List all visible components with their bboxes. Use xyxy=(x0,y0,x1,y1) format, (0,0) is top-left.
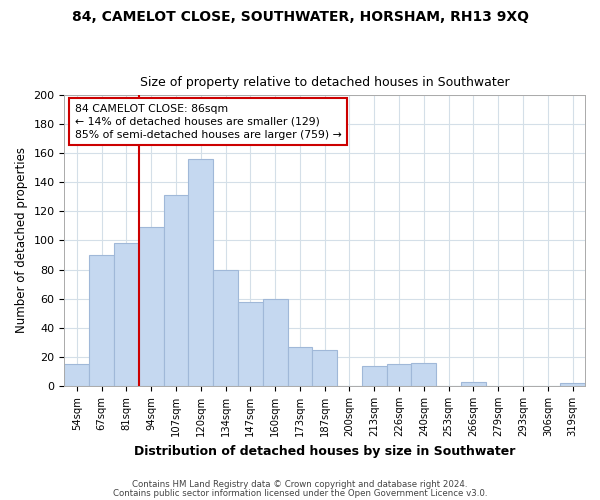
Bar xyxy=(362,366,386,386)
Bar xyxy=(287,347,313,386)
Y-axis label: Number of detached properties: Number of detached properties xyxy=(15,148,28,334)
Bar xyxy=(412,363,436,386)
Bar xyxy=(560,383,585,386)
Bar xyxy=(238,302,263,386)
Text: Contains HM Land Registry data © Crown copyright and database right 2024.: Contains HM Land Registry data © Crown c… xyxy=(132,480,468,489)
Text: 84, CAMELOT CLOSE, SOUTHWATER, HORSHAM, RH13 9XQ: 84, CAMELOT CLOSE, SOUTHWATER, HORSHAM, … xyxy=(71,10,529,24)
Bar xyxy=(313,350,337,386)
Bar xyxy=(213,270,238,386)
Bar xyxy=(461,382,486,386)
X-axis label: Distribution of detached houses by size in Southwater: Distribution of detached houses by size … xyxy=(134,444,515,458)
Bar xyxy=(164,196,188,386)
Bar xyxy=(139,228,164,386)
Text: Contains public sector information licensed under the Open Government Licence v3: Contains public sector information licen… xyxy=(113,488,487,498)
Title: Size of property relative to detached houses in Southwater: Size of property relative to detached ho… xyxy=(140,76,509,90)
Bar xyxy=(114,244,139,386)
Text: 84 CAMELOT CLOSE: 86sqm
← 14% of detached houses are smaller (129)
85% of semi-d: 84 CAMELOT CLOSE: 86sqm ← 14% of detache… xyxy=(75,104,341,140)
Bar xyxy=(263,298,287,386)
Bar xyxy=(64,364,89,386)
Bar xyxy=(89,255,114,386)
Bar xyxy=(188,159,213,386)
Bar xyxy=(386,364,412,386)
